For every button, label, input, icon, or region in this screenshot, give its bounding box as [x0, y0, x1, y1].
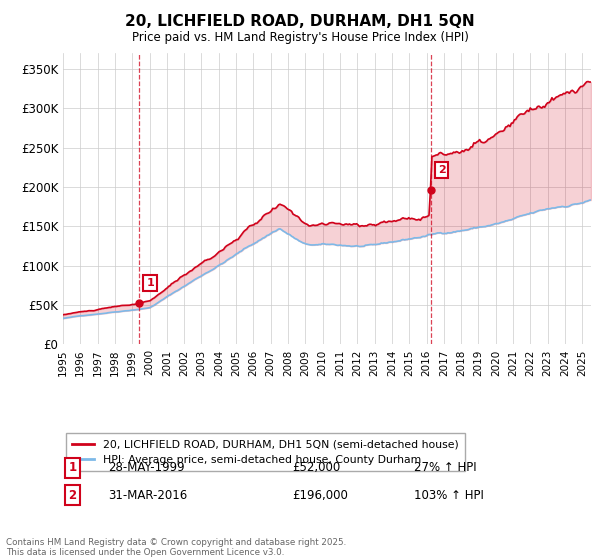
Text: 103% ↑ HPI: 103% ↑ HPI [414, 489, 484, 502]
Text: 28-MAY-1999: 28-MAY-1999 [108, 461, 185, 474]
Text: 1: 1 [146, 278, 154, 288]
Text: Contains HM Land Registry data © Crown copyright and database right 2025.
This d: Contains HM Land Registry data © Crown c… [6, 538, 346, 557]
Text: 31-MAR-2016: 31-MAR-2016 [108, 489, 187, 502]
Text: 1: 1 [68, 461, 76, 474]
Text: 2: 2 [68, 489, 76, 502]
Text: 2: 2 [438, 165, 446, 175]
Text: £196,000: £196,000 [293, 489, 349, 502]
Text: 27% ↑ HPI: 27% ↑ HPI [414, 461, 477, 474]
Text: £52,000: £52,000 [293, 461, 341, 474]
Text: 20, LICHFIELD ROAD, DURHAM, DH1 5QN: 20, LICHFIELD ROAD, DURHAM, DH1 5QN [125, 14, 475, 29]
Text: Price paid vs. HM Land Registry's House Price Index (HPI): Price paid vs. HM Land Registry's House … [131, 31, 469, 44]
Legend: 20, LICHFIELD ROAD, DURHAM, DH1 5QN (semi-detached house), HPI: Average price, s: 20, LICHFIELD ROAD, DURHAM, DH1 5QN (sem… [66, 433, 465, 471]
